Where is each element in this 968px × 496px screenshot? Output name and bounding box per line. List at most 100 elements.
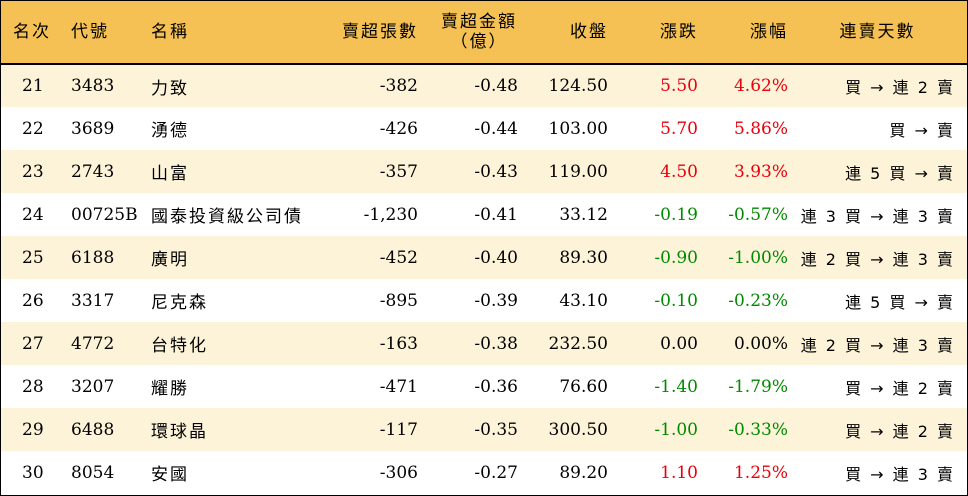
header-rank: 名次 — [1, 1, 63, 65]
change-pct-cell: 1.25% — [733, 462, 788, 483]
change-cell: -0.10 — [654, 290, 698, 311]
change-pct-cell: -1.00% — [728, 247, 788, 268]
consecutive-days-cell: 連 5 買 → 賣 — [845, 163, 955, 183]
name-cell: 湧德 — [151, 121, 189, 141]
consecutive-days-cell: 買 → 連 3 賣 — [845, 464, 955, 484]
consecutive-days-cell: 買 → 連 2 賣 — [845, 78, 955, 97]
name-cell: 國泰投資級公司債 — [151, 207, 303, 227]
name-cell: 廣明 — [151, 250, 189, 270]
header-net-sell-shares: 賣超張數 — [324, 1, 418, 65]
consecutive-days-cell: 連 3 買 → 連 3 賣 — [800, 206, 955, 226]
header-net-sell-amount: 賣超金額 （億） — [418, 1, 518, 65]
header-change-pct: 漲幅 — [698, 1, 788, 65]
net-sell-shares-cell: -452 — [379, 247, 418, 268]
code-cell: 8054 — [71, 462, 115, 483]
consecutive-days-cell: 連 2 買 → 連 3 賣 — [800, 249, 955, 269]
table-row: 28 3207 耀勝 -471 -0.36 76.60 -1.40 -1.79% 買 → 連 2… — [1, 365, 967, 408]
rank-cell: 30 — [22, 462, 44, 483]
header-net-sell-amount-line1: 賣超金額 — [441, 12, 517, 32]
table-row: 27 4772 台特化 -163 -0.38 232.50 0.00 0.00% 連 2 買 →… — [1, 322, 967, 365]
close-price-cell: 89.30 — [559, 247, 608, 268]
close-price-cell: 43.10 — [559, 290, 608, 311]
close-price-cell: 89.20 — [559, 462, 608, 483]
change-cell: 0.00 — [660, 333, 698, 354]
table-row: 26 3317 尼克森 -895 -0.39 43.10 -0.10 -0.23% 連 5 買 … — [1, 279, 967, 322]
code-cell: 00725B — [71, 204, 138, 225]
header-name: 名稱 — [139, 1, 324, 65]
table-row: 30 8054 安國 -306 -0.27 89.20 1.10 1.25% 買 → 連 3 賣 — [1, 451, 967, 494]
code-cell: 6188 — [71, 247, 115, 268]
table-row: 23 2743 山富 -357 -0.43 119.00 4.50 3.93% 連 5 買 → … — [1, 150, 967, 193]
rank-cell: 23 — [22, 161, 44, 182]
net-sell-amount-cell: -0.27 — [474, 462, 518, 483]
header-code: 代號 — [63, 1, 139, 65]
rank-cell: 26 — [22, 290, 44, 311]
change-pct-cell: -0.23% — [728, 290, 788, 311]
close-price-cell: 124.50 — [548, 76, 608, 96]
net-sell-shares-cell: -163 — [379, 333, 418, 354]
code-cell: 6488 — [71, 419, 115, 440]
net-sell-shares-cell: -306 — [379, 462, 418, 483]
change-pct-cell: -1.79% — [728, 376, 788, 397]
name-cell: 山富 — [151, 164, 189, 184]
consecutive-days-cell: 買 → 賣 — [889, 120, 955, 140]
net-sell-shares-cell: -895 — [379, 290, 418, 311]
rank-cell: 27 — [22, 333, 44, 354]
close-price-cell: 33.12 — [559, 204, 608, 225]
net-sell-amount-cell: -0.43 — [474, 161, 518, 182]
table-row: 22 3689 湧德 -426 -0.44 103.00 5.70 5.86% 買 → 賣 — [1, 107, 967, 150]
rank-cell: 24 — [22, 204, 44, 225]
code-cell: 4772 — [71, 333, 115, 354]
net-sell-amount-cell: -0.35 — [474, 419, 518, 440]
close-price-cell: 300.50 — [548, 419, 608, 440]
net-sell-amount-cell: -0.41 — [474, 204, 518, 225]
header-net-sell-amount-line2: （億） — [450, 32, 508, 52]
code-cell: 3483 — [71, 76, 115, 96]
rank-cell: 29 — [22, 419, 44, 440]
table-header-row: 名次 代號 名稱 賣超張數 賣超金額 （億） 收盤 漲跌 漲幅 連賣天數 — [1, 1, 967, 65]
net-sell-shares-cell: -117 — [379, 419, 418, 440]
code-cell: 3207 — [71, 376, 115, 397]
net-sell-shares-cell: -471 — [379, 376, 418, 397]
change-pct-cell: 5.86% — [733, 118, 788, 139]
net-sell-amount-cell: -0.39 — [474, 290, 518, 311]
consecutive-days-cell: 買 → 連 2 賣 — [845, 378, 955, 398]
table-row: 29 6488 環球晶 -117 -0.35 300.50 -1.00 -0.33% 買 → 連… — [1, 408, 967, 451]
rank-cell: 28 — [22, 376, 44, 397]
net-sell-amount-cell: -0.38 — [474, 333, 518, 354]
change-cell: -1.00 — [654, 419, 698, 440]
net-sell-shares-cell: -382 — [379, 76, 418, 96]
name-cell: 尼克森 — [151, 293, 208, 313]
net-sell-shares-cell: -357 — [379, 161, 418, 182]
change-pct-cell: -0.57% — [728, 204, 788, 225]
change-cell: -0.19 — [654, 204, 698, 225]
header-close: 收盤 — [518, 1, 608, 65]
consecutive-days-cell: 連 5 買 → 賣 — [845, 292, 955, 312]
close-price-cell: 119.00 — [548, 161, 608, 182]
close-price-cell: 232.50 — [548, 333, 608, 354]
name-cell: 力致 — [151, 78, 189, 99]
rank-cell: 25 — [22, 247, 44, 268]
net-sell-shares-cell: -426 — [379, 118, 418, 139]
net-sell-amount-cell: -0.40 — [474, 247, 518, 268]
name-cell: 環球晶 — [151, 422, 208, 442]
change-pct-cell: 4.62% — [733, 76, 788, 96]
net-sell-amount-cell: -0.48 — [474, 76, 518, 96]
header-change: 漲跌 — [608, 1, 698, 65]
table-row: 21 3483 力致 -382 -0.48 124.50 5.50 4.62% 買 → 連 2 … — [1, 64, 967, 107]
code-cell: 3689 — [71, 118, 115, 139]
close-price-cell: 103.00 — [548, 118, 608, 139]
change-cell: 5.70 — [660, 118, 698, 139]
table-row: 25 6188 廣明 -452 -0.40 89.30 -0.90 -1.00% 連 2 買 →… — [1, 236, 967, 279]
change-cell: 1.10 — [660, 462, 698, 483]
code-cell: 2743 — [71, 161, 115, 182]
change-pct-cell: -0.33% — [728, 419, 788, 440]
code-cell: 3317 — [71, 290, 115, 311]
change-cell: -1.40 — [654, 376, 698, 397]
close-price-cell: 76.60 — [559, 376, 608, 397]
net-sell-amount-cell: -0.44 — [474, 118, 518, 139]
rank-cell: 22 — [22, 118, 44, 139]
header-consecutive-days: 連賣天數 — [788, 1, 967, 65]
name-cell: 耀勝 — [151, 379, 189, 399]
